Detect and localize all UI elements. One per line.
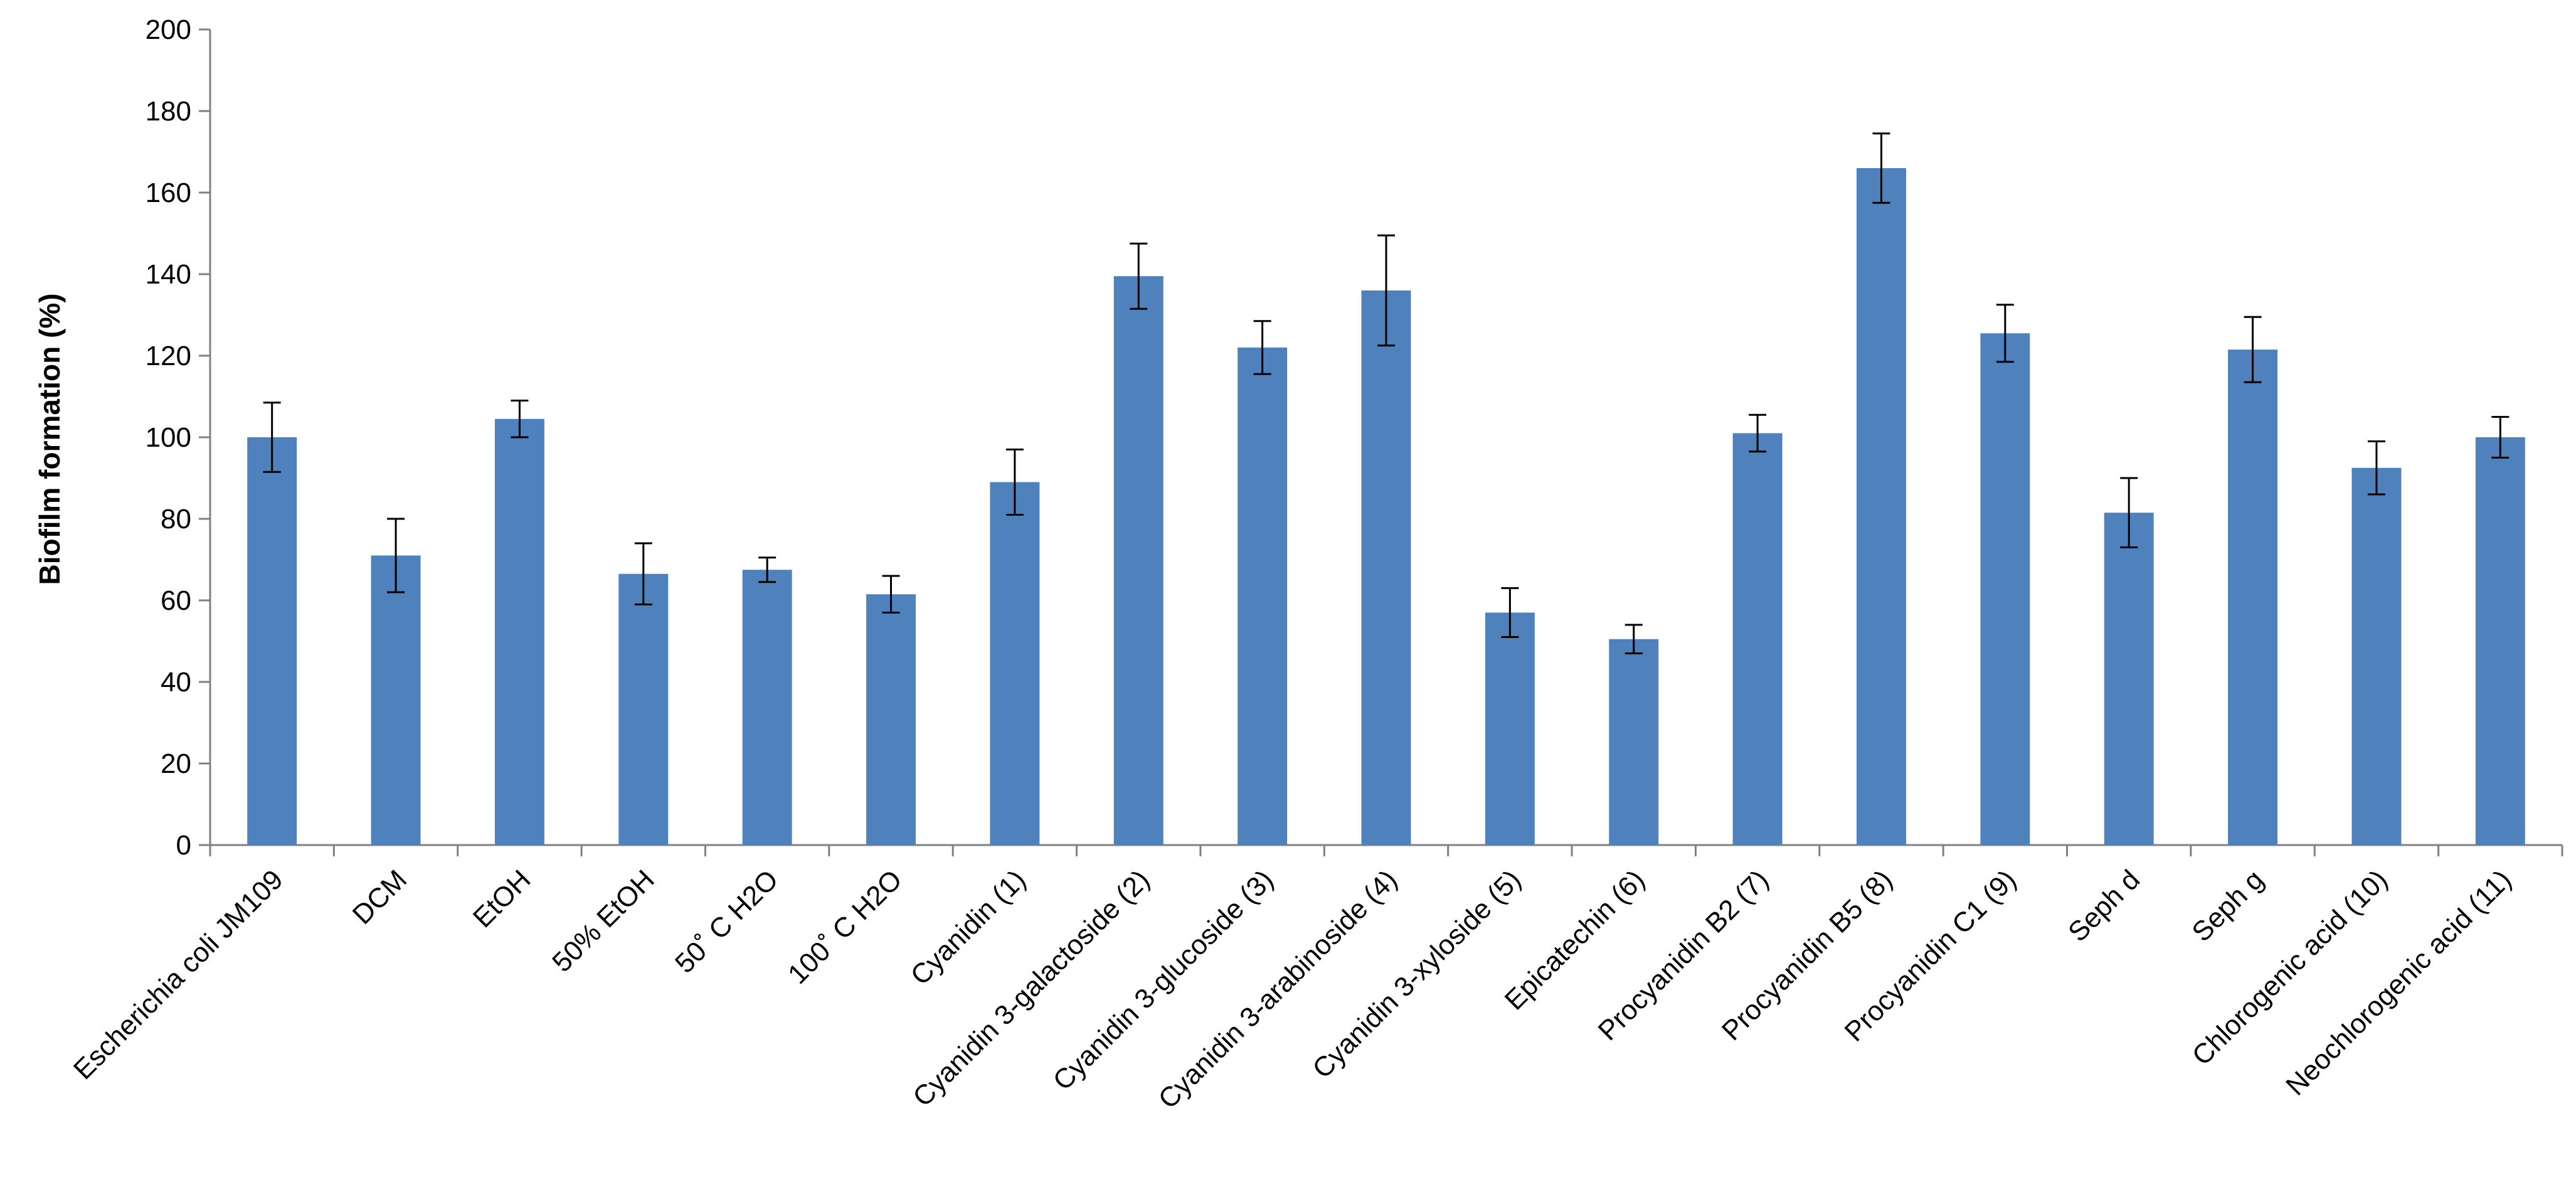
- y-tick-label: 140: [146, 259, 191, 290]
- error-bar: [1501, 587, 1519, 638]
- x-category-label: Cyanidin (1): [905, 864, 1032, 991]
- y-tick-label: 60: [161, 585, 191, 616]
- x-category-label: Seph d: [2062, 864, 2146, 947]
- x-category-label: Cyanidin 3-galactoside (2): [907, 864, 1155, 1112]
- x-category-label: 50% EtOH: [546, 864, 660, 978]
- y-tick-label: 40: [161, 667, 191, 698]
- bar: [1361, 290, 1411, 845]
- bar: [1113, 276, 1163, 845]
- y-axis: 0 20 40 60 80 100 120 140 160 180 200: [146, 14, 211, 861]
- bar: [2475, 437, 2525, 845]
- bar: [1732, 433, 1783, 845]
- bar: [742, 570, 792, 845]
- bar: [371, 555, 421, 845]
- error-bar: [758, 556, 777, 583]
- error-bar: [2244, 316, 2262, 383]
- bar: [1857, 168, 1906, 845]
- error-bar: [1872, 132, 1890, 204]
- y-tick-label: 20: [161, 748, 191, 779]
- x-category-label: Neochlorogenic acid (11): [2280, 864, 2517, 1101]
- x-category-label: Escherichia coli JM109: [68, 864, 289, 1085]
- y-tick-label: 80: [161, 504, 191, 535]
- bar: [1485, 612, 1535, 845]
- x-category-label: Cyanidin 3-xyloside (5): [1307, 864, 1527, 1084]
- error-bar: [1625, 624, 1643, 654]
- error-bar: [1130, 242, 1148, 310]
- y-tick-label: 120: [146, 341, 191, 371]
- error-bar: [882, 575, 900, 614]
- error-bar: [2491, 416, 2510, 459]
- error-bars: [263, 132, 2510, 654]
- bar: [2351, 467, 2402, 845]
- error-bar: [511, 400, 529, 439]
- x-category-label: DCM: [347, 864, 413, 930]
- error-bar: [1996, 304, 2014, 363]
- error-bar: [634, 542, 652, 605]
- y-tick-label: 180: [146, 96, 191, 127]
- y-tick-label: 160: [146, 178, 191, 208]
- x-category-label: Cyanidin 3-glucoside (3): [1047, 864, 1280, 1096]
- x-category-label: EtOH: [467, 864, 537, 933]
- bar: [1238, 348, 1288, 845]
- bar: [618, 573, 669, 845]
- bar: [866, 594, 916, 845]
- bar: [494, 418, 544, 845]
- bar: [1609, 639, 1659, 845]
- y-tick-label: 200: [146, 14, 191, 45]
- x-category-label: Cyanidin 3-arabinoside (4): [1153, 864, 1404, 1115]
- category-labels: Escherichia coli JM109 DCM EtOH 50% EtOH 50˚…: [68, 864, 2517, 1115]
- x-category-label: 50˚ C H2O: [669, 864, 784, 979]
- error-bar: [2367, 440, 2385, 496]
- x-axis: [209, 844, 2563, 856]
- bars: [247, 168, 2525, 845]
- error-bar: [387, 518, 405, 593]
- x-category-label: 100˚ C H2O: [782, 864, 908, 990]
- error-bar: [1253, 320, 1271, 375]
- y-tick-label: 0: [176, 830, 191, 861]
- error-bar: [1749, 413, 1767, 453]
- y-tick-label: 100: [146, 422, 191, 453]
- bar: [1980, 333, 2030, 845]
- bar: [2104, 513, 2154, 845]
- error-bar: [1377, 234, 1395, 347]
- x-category-label: Seph g: [2186, 864, 2269, 947]
- bar: [2228, 349, 2278, 845]
- error-bar: [2120, 477, 2138, 548]
- bar: [990, 482, 1040, 845]
- y-axis-title: Biofilm formation (%): [33, 293, 66, 585]
- error-bar: [263, 402, 281, 473]
- bar: [247, 437, 297, 845]
- error-bar: [1005, 449, 1024, 516]
